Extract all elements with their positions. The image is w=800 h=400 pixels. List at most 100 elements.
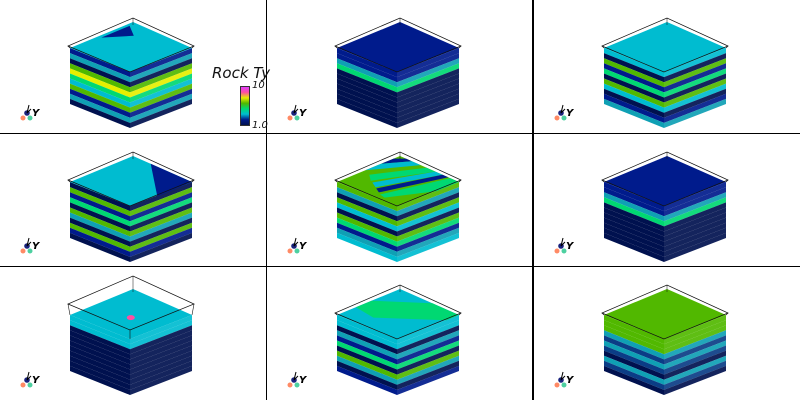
bounding-box-edge bbox=[601, 45, 605, 49]
right-face-layer bbox=[130, 63, 192, 93]
right-face-layer bbox=[130, 325, 192, 355]
left-face-layer bbox=[70, 93, 130, 123]
orientation-axes-icon: Y bbox=[287, 237, 308, 254]
orientation-axes-icon: Y bbox=[20, 237, 41, 254]
left-face-layer bbox=[604, 212, 664, 242]
left-face-layer bbox=[604, 222, 664, 252]
right-face-layer bbox=[664, 63, 726, 93]
right-face-layer bbox=[397, 365, 459, 395]
viewport-panel-3[interactable]: Y bbox=[534, 0, 800, 133]
left-face-layer bbox=[70, 325, 130, 355]
right-face-layer bbox=[397, 197, 459, 227]
left-face-layer bbox=[337, 350, 397, 380]
bounding-box-edge bbox=[334, 179, 338, 183]
right-face-layer bbox=[397, 93, 459, 123]
right-face-layer bbox=[664, 217, 726, 247]
right-face-layer bbox=[130, 182, 192, 212]
right-face-layer bbox=[130, 340, 192, 370]
right-face-layer bbox=[397, 330, 459, 360]
right-face-layer bbox=[130, 88, 192, 118]
viewport-panel-5[interactable]: Y bbox=[267, 134, 532, 266]
right-face-layer bbox=[664, 182, 726, 212]
left-face-layer bbox=[337, 227, 397, 257]
bounding-box-edge bbox=[458, 312, 462, 316]
right-face-layer bbox=[397, 345, 459, 375]
left-face-layer bbox=[70, 207, 130, 237]
left-face-layer bbox=[604, 98, 664, 128]
right-face-layer bbox=[397, 335, 459, 365]
axis-y-label: Y bbox=[32, 241, 41, 252]
right-face-layer bbox=[397, 222, 459, 252]
left-face-layer bbox=[604, 320, 664, 350]
block-model-render: Y bbox=[20, 17, 195, 128]
right-face-layer bbox=[664, 355, 726, 385]
right-face-layer bbox=[130, 202, 192, 232]
right-face-layer bbox=[664, 335, 726, 365]
left-face-layer bbox=[70, 227, 130, 257]
right-face-layer bbox=[664, 98, 726, 128]
right-face-layer bbox=[664, 93, 726, 123]
right-face-layer bbox=[397, 98, 459, 128]
left-face-layer bbox=[604, 207, 664, 237]
right-face-layer bbox=[130, 83, 192, 113]
left-face-layer bbox=[604, 335, 664, 365]
right-face-layer bbox=[397, 88, 459, 118]
viewport-panel-1[interactable]: Y bbox=[0, 0, 266, 133]
left-face-layer bbox=[604, 63, 664, 93]
viewport-panel-4[interactable]: Y bbox=[0, 134, 266, 266]
viewport-panel-2[interactable]: Y bbox=[267, 0, 532, 133]
right-face-layer bbox=[130, 187, 192, 217]
left-face-layer bbox=[70, 350, 130, 380]
axis-y-label: Y bbox=[566, 241, 575, 252]
bounding-box-edge bbox=[67, 303, 71, 316]
left-face-layer bbox=[337, 340, 397, 370]
viewport-panel-9[interactable]: Y bbox=[534, 267, 800, 400]
left-face-layer bbox=[337, 232, 397, 262]
viewport-panel-8[interactable]: Y bbox=[267, 267, 532, 400]
left-face-layer bbox=[337, 320, 397, 350]
right-face-layer bbox=[664, 340, 726, 370]
right-face-layer bbox=[130, 355, 192, 385]
left-face-layer bbox=[604, 365, 664, 395]
top-face-stripe bbox=[355, 300, 459, 321]
right-face-layer bbox=[130, 217, 192, 247]
right-face-layer bbox=[664, 68, 726, 98]
left-face-layer bbox=[604, 330, 664, 360]
axis-y-label: Y bbox=[566, 375, 575, 386]
left-face-layer bbox=[70, 98, 130, 128]
block-model-render: Y bbox=[554, 284, 729, 395]
right-face-layer bbox=[397, 340, 459, 370]
left-face-layer bbox=[70, 48, 130, 78]
right-face-layer bbox=[397, 315, 459, 345]
right-face-layer bbox=[397, 355, 459, 385]
right-face-layer bbox=[664, 212, 726, 242]
left-face-layer bbox=[70, 202, 130, 232]
left-face-layer bbox=[337, 98, 397, 128]
left-face-layer bbox=[337, 355, 397, 385]
right-face-layer bbox=[397, 73, 459, 103]
left-face-layer bbox=[604, 78, 664, 108]
left-face-layer bbox=[70, 88, 130, 118]
right-face-layer bbox=[664, 222, 726, 252]
left-face-layer bbox=[70, 187, 130, 217]
left-face-layer bbox=[337, 325, 397, 355]
top-face-stripe bbox=[372, 171, 443, 188]
right-face-layer bbox=[130, 192, 192, 222]
left-face-layer bbox=[70, 340, 130, 370]
left-face-layer bbox=[604, 88, 664, 118]
left-face-layer bbox=[604, 93, 664, 123]
right-face-layer bbox=[664, 78, 726, 108]
left-face-layer bbox=[604, 68, 664, 98]
right-face-layer bbox=[664, 187, 726, 217]
right-face-layer bbox=[130, 330, 192, 360]
viewport-panel-6[interactable]: Y bbox=[534, 134, 800, 266]
block-model-render: Y bbox=[554, 17, 729, 128]
left-face-layer bbox=[337, 93, 397, 123]
left-face-layer bbox=[70, 232, 130, 262]
bounding-box-edge bbox=[458, 45, 462, 49]
block-model-render: Y bbox=[20, 275, 195, 395]
right-face-layer bbox=[397, 202, 459, 232]
left-face-layer bbox=[70, 182, 130, 212]
top-face-stripe bbox=[381, 158, 412, 164]
viewport-panel-7[interactable]: Y bbox=[0, 267, 266, 400]
